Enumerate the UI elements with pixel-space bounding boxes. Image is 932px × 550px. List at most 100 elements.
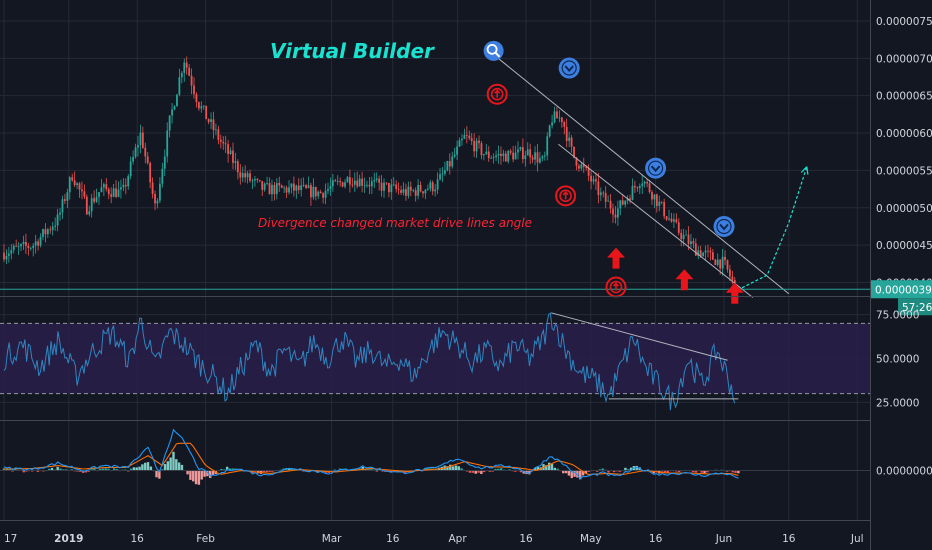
candle-body [356,180,359,187]
candle-body [37,241,40,246]
candle-body [697,250,700,256]
candle-body [166,130,169,157]
candle-body [663,202,666,217]
macd-histogram-bar [694,470,698,473]
time-axis[interactable]: 17 2019 16 Feb Mar 16 Apr 16 May 16 Jun 16 Jul [4,533,864,545]
up-marker-ring [555,185,577,207]
candle-body [604,192,607,202]
annotations: Virtual Builder Divergence changed marke… [258,39,532,230]
candle-body [458,140,461,147]
candle-body [217,129,220,140]
candle-body [597,181,600,196]
candle-body [590,175,592,182]
time-tick-label: 16 [519,533,533,545]
macd-histogram-bar [208,470,212,478]
countdown-badge[interactable] [898,298,932,316]
macd-histogram-bar [491,470,494,472]
rsi-line[interactable] [3,312,736,411]
candle-body [132,156,135,162]
candle-body [215,129,217,131]
projection-line[interactable] [741,166,808,289]
candle-body [461,138,463,141]
macd-histogram-bar [454,465,458,471]
macd-histogram-bar [135,467,138,471]
candle-body [5,255,8,260]
up-arrow-icon[interactable] [675,269,694,291]
macd-line[interactable] [3,428,739,480]
macd-histogram-bar [104,468,107,471]
candle-body [729,269,731,277]
macd-histogram-bar [601,468,605,471]
candle-body [93,198,96,202]
rsi-panel[interactable] [0,312,870,411]
candle-body [42,229,44,238]
candle-body [327,188,329,191]
rsi-trend-line[interactable] [551,312,728,361]
candle-body [95,196,98,202]
macd-histogram-bar [508,469,511,471]
up-arrow-icon[interactable] [725,282,744,304]
candle-body [22,241,25,245]
candle-body [502,153,505,156]
macd-histogram-bar [194,470,198,485]
price-panel[interactable] [0,40,870,304]
macd-histogram-bar [584,470,588,474]
price-trend-line[interactable] [493,54,790,295]
candle-body [643,181,646,184]
candle-body [453,154,456,157]
down-marker-icon[interactable] [645,157,667,179]
time-tick-label: 16 [782,533,796,545]
candle-body [129,161,132,177]
candle-body [711,252,714,260]
candle-body [71,177,74,181]
macd-histogram-bar [598,469,602,471]
candle-body [565,126,568,141]
candle-body [117,189,120,197]
candle-body [49,229,52,231]
candle-body [517,149,519,153]
candle-body [719,259,722,269]
annotation-note: Divergence changed market drive lines an… [258,216,532,230]
macd-histogram-bar [59,468,62,471]
price-trend-line[interactable] [558,143,754,298]
candle-body [339,181,342,183]
macd-histogram-bar [200,470,203,480]
candle-body [88,211,91,215]
macd-panel[interactable] [0,428,870,485]
candle-body [329,186,332,189]
down-marker-icon[interactable] [713,215,735,237]
up-arrow-icon[interactable] [607,247,625,269]
last-price-badge[interactable] [871,280,932,299]
macd-tick-label: 0.00000000 [876,466,932,478]
down-marker-chevron [564,65,574,73]
candle-body [651,192,653,200]
candle-body [412,190,415,192]
candle-body [636,187,639,189]
macd-histogram-bar [567,470,571,476]
candle-body [580,164,583,169]
candle-body [254,179,256,181]
candle-body [409,186,412,191]
macd-histogram-bar [533,467,537,471]
candle-body [64,199,66,201]
down-marker-icon[interactable] [558,57,580,79]
candle-body [451,156,454,167]
macd-histogram-bar [70,469,73,471]
candle-body [341,182,344,187]
rsi-tick-label: 50.0000 [876,354,919,366]
candle-body [27,245,30,249]
macd-histogram-bar [129,468,133,471]
up-marker-icon[interactable] [486,83,508,105]
candle-body [159,183,161,201]
candle-body [677,222,680,233]
up-marker-icon[interactable] [555,185,577,207]
candle-body [12,245,15,251]
candle-body [534,152,536,160]
candle-body [658,201,661,206]
magnifier-icon[interactable] [483,40,504,61]
macd-histogram-bar [581,470,585,476]
candle-body [246,173,249,178]
